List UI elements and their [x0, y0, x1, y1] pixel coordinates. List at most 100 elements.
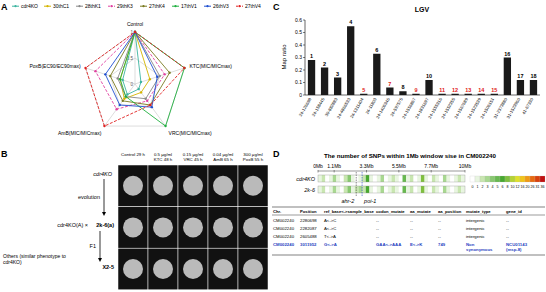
text-line: intergenic [466, 218, 485, 223]
plate-well [178, 165, 208, 207]
snp-window [355, 186, 359, 193]
snp-window [417, 175, 421, 182]
bar-annotation: 7 [388, 81, 391, 87]
table-cell: -- [376, 226, 379, 231]
text-line: -- [410, 218, 413, 223]
text-line: -- [410, 226, 413, 231]
snp-window [421, 175, 425, 182]
snp-window [421, 186, 425, 193]
colony [213, 259, 233, 279]
table-header: codon_mutate [376, 209, 405, 214]
radar-point [119, 78, 121, 80]
bar-annotation: 16 [504, 51, 510, 57]
axis-label: PoxB(EC90/EC90max) [29, 63, 80, 69]
color-key-label: 20 [526, 185, 530, 189]
text-line: E<->K [410, 242, 423, 247]
bar-annotation: 8 [401, 84, 404, 90]
snp-window [425, 175, 429, 182]
color-key [515, 176, 520, 182]
snp-window [406, 175, 410, 182]
table-cell: -- [376, 234, 379, 239]
track-frame [318, 175, 465, 182]
snp-window [406, 186, 410, 193]
color-key [540, 176, 545, 182]
snp-window [410, 175, 414, 182]
text-line: -- [376, 234, 379, 239]
arrow-head [98, 258, 102, 262]
text-line: AmB 65 h [213, 157, 233, 162]
y-tick [303, 70, 305, 71]
snp-window [410, 186, 414, 193]
title: The number of SNPs within 1Mb window sis… [324, 152, 496, 159]
legend-swatch [108, 6, 115, 7]
radar-series [120, 32, 184, 126]
snp-window [443, 186, 447, 193]
snp-window [366, 175, 370, 182]
scale-label: 5.5Mb [392, 163, 406, 169]
snp-window [403, 186, 407, 193]
snp-window [380, 175, 384, 182]
snp-window [358, 175, 362, 182]
radar-point [183, 67, 185, 69]
text-line: intergenic [466, 226, 485, 231]
track-frame [318, 186, 465, 193]
radar-point [134, 31, 136, 33]
radar-point [122, 100, 124, 102]
track-label: 2k-6 [303, 187, 316, 193]
tick-label: 0.6 [295, 17, 302, 23]
y-tick [303, 82, 305, 83]
legend-swatch [204, 6, 211, 7]
radar-point [134, 31, 136, 33]
color-key-label: 12 [516, 185, 520, 189]
category-label: 41-67330 [521, 96, 535, 115]
bar-annotation: 1 [310, 53, 313, 59]
bar [491, 94, 498, 95]
colony [213, 176, 233, 196]
bar [373, 54, 380, 95]
text-line: GAA<->AAA [376, 242, 401, 247]
snp-window [355, 175, 359, 182]
radar-point [115, 108, 117, 110]
legend-swatch [44, 6, 51, 7]
table-cell: -- [506, 218, 509, 223]
radar-point [137, 88, 139, 90]
radar-series [86, 32, 185, 126]
legend-label: 17thV1 [181, 3, 197, 9]
table-cell: E<->K [410, 242, 423, 247]
snp-window [384, 175, 388, 182]
text-line: CM002240 [273, 242, 295, 247]
snp-window [347, 175, 351, 182]
plate-well [118, 248, 148, 290]
table-header: mutate_type [466, 209, 491, 214]
color-key [520, 176, 525, 182]
snp-window [428, 175, 432, 182]
colony [243, 259, 263, 279]
column-header: 300 μg/mlPoxB 55 h [243, 152, 264, 162]
table-cell: -- [506, 226, 509, 231]
snp-window [388, 175, 392, 182]
colony [183, 176, 203, 196]
color-key-label: 10 [511, 185, 515, 189]
text-line: VRC 45 h [183, 157, 203, 162]
radar-point [134, 31, 136, 33]
bar [530, 80, 537, 95]
text-line: G<->A [324, 242, 337, 247]
text-line: -- [506, 226, 509, 231]
table-cell: -- [438, 226, 441, 231]
table-cell: 2605488 [300, 234, 317, 239]
colony [123, 217, 143, 237]
table-cell: CM002240 [273, 218, 295, 223]
table-cell: CM002240 [273, 234, 295, 239]
tick-label: 0.4 [295, 42, 302, 48]
category-label: 31-1523960 [505, 96, 521, 119]
color-key [525, 176, 530, 182]
snp-window [366, 186, 370, 193]
radar-point [84, 67, 86, 69]
bar-annotation: 6 [375, 47, 378, 53]
plate-well [148, 207, 178, 249]
text-line: CM002240 [273, 234, 295, 239]
snp-window [439, 186, 443, 193]
scale-label: 1.1Mb [327, 163, 341, 169]
table-cell: -- [410, 226, 413, 231]
bar [412, 94, 419, 95]
